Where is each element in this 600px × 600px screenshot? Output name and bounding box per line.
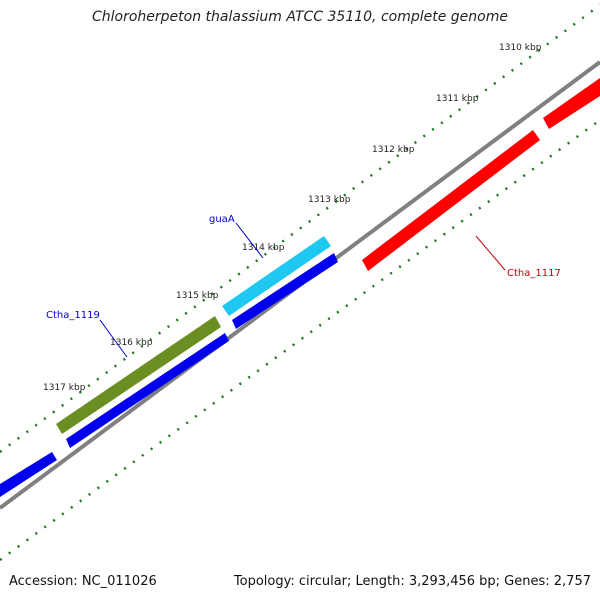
gene-Ctha_1117[interactable] (362, 130, 540, 271)
leader-Ctha_1119 (99, 319, 128, 358)
leader-guaA (235, 222, 264, 259)
tick-label-1314: 1314 kbp (242, 243, 285, 253)
tick-label-1313: 1313 kbp (308, 195, 351, 205)
tick-label-1315: 1315 kbp (176, 291, 219, 301)
gene-guaA[interactable] (222, 236, 331, 316)
gene-arrow-red-2[interactable] (543, 78, 600, 129)
gene-label-Ctha_1119[interactable]: Ctha_1119 (46, 310, 100, 321)
outer-tick-track (0, 3, 600, 454)
tick-label-1311: 1311 kbp (436, 94, 479, 104)
accession-info: Accession: NC_011026 (9, 574, 157, 589)
gene-label-guaA[interactable]: guaA (209, 214, 235, 225)
gene-arrow-blue-1[interactable] (0, 452, 57, 497)
tick-label-1316: 1316 kbp (110, 338, 153, 348)
map-title: Chloroherpeton thalassium ATCC 35110, co… (92, 9, 508, 25)
gene-label-Ctha_1117[interactable]: Ctha_1117 (507, 268, 561, 279)
topology-info: Topology: circular; Length: 3,293,456 bp… (233, 574, 591, 589)
tick-label-1312: 1312 kbp (372, 145, 415, 155)
gene-arrow-blue-3[interactable] (232, 253, 338, 329)
tick-label-1317: 1317 kbp (43, 383, 86, 393)
inner-tick-track (0, 118, 600, 562)
tick-label-1310: 1310 kbp (499, 43, 542, 53)
gene-arrow-blue-2[interactable] (66, 333, 229, 448)
leader-Ctha_1117 (475, 235, 506, 271)
gene-Ctha_1119[interactable] (56, 316, 221, 434)
